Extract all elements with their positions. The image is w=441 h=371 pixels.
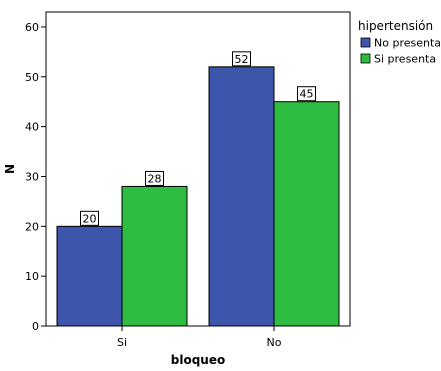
x-axis-title: bloqueo (171, 353, 225, 367)
y-tick-label: 50 (25, 71, 39, 84)
bar-no-no-presenta (208, 66, 275, 327)
data-label-box (145, 170, 164, 186)
y-tick-label: 60 (25, 21, 39, 34)
x-axis: Si No (117, 326, 282, 349)
data-label: 45 (300, 88, 314, 101)
legend-label: Si presenta (374, 53, 436, 66)
data-label: 20 (83, 212, 97, 225)
y-tick-label: 40 (25, 121, 39, 134)
data-label: 28 (148, 172, 162, 185)
data-label-box (232, 51, 251, 67)
legend-title: hipertensión (358, 19, 433, 33)
data-labels: 20 28 52 45 (80, 51, 316, 226)
legend: hipertensión No presenta Si presenta (358, 19, 441, 66)
data-label-box (80, 210, 99, 226)
data-label: 52 (235, 53, 249, 66)
legend-label: No presenta (374, 37, 441, 50)
legend-swatch (360, 53, 371, 64)
y-tick-label: 30 (25, 170, 39, 183)
y-axis: 0 10 20 30 40 50 60 (25, 21, 46, 333)
y-tick-label: 0 (32, 320, 39, 333)
bar-si-si-presenta (121, 185, 188, 327)
y-axis-title: N (3, 164, 17, 174)
bar-si-no-presenta (56, 225, 123, 327)
legend-swatch (360, 37, 371, 48)
y-tick-label: 10 (25, 270, 39, 283)
x-tick-label: Si (117, 336, 127, 349)
bars (56, 66, 340, 327)
y-tick-label: 20 (25, 220, 39, 233)
data-label-box (297, 86, 316, 102)
bar-no-si-presenta (273, 101, 340, 327)
x-tick-label: No (267, 336, 282, 349)
